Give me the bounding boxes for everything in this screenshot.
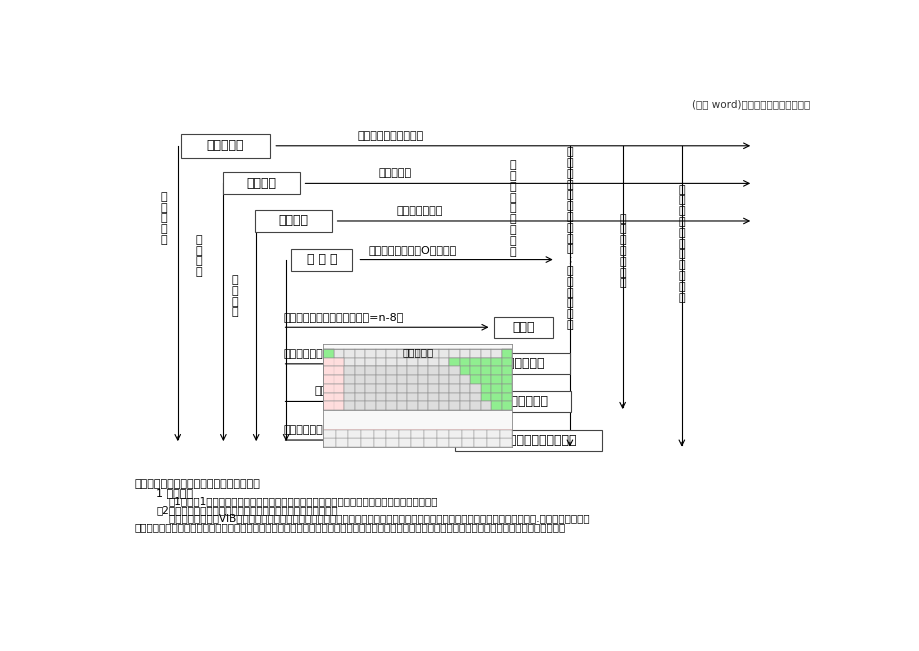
Text: 元素周期表中元素及其化合物的递变性规律: 元素周期表中元素及其化合物的递变性规律 bbox=[135, 479, 261, 489]
FancyBboxPatch shape bbox=[455, 430, 601, 450]
Text: 主族元素原子依次增大: 主族元素原子依次增大 bbox=[357, 131, 424, 141]
FancyBboxPatch shape bbox=[291, 249, 352, 271]
Text: 同周期最高正价依次升高负价=n-8（: 同周期最高正价依次升高负价=n-8（ bbox=[283, 312, 403, 322]
Text: 同周期金属性逐渐减弱非金属性增强: 同周期金属性逐渐减弱非金属性增强 bbox=[283, 349, 389, 359]
Text: 电子层数: 电子层数 bbox=[246, 177, 276, 190]
Text: （1）除第1周期外，其他周期元素（惰性气体元素除外）的原子半径随原子序数的递增而减小；: （1）除第1周期外，其他周期元素（惰性气体元素除外）的原子半径随原子序数的递增而… bbox=[168, 496, 437, 506]
Text: 原 子 半: 原 子 半 bbox=[306, 253, 336, 266]
FancyBboxPatch shape bbox=[465, 391, 571, 412]
Text: 同
主
族
逐
渐
减
弱: 同 主 族 逐 渐 减 弱 bbox=[618, 214, 625, 288]
Text: 同周期增强: 同周期增强 bbox=[314, 387, 347, 396]
Text: 同周期相同: 同周期相同 bbox=[379, 169, 412, 178]
Text: 依
次
增
多: 依 次 增 多 bbox=[196, 235, 202, 277]
Text: 同
主
族
酸
性
减
弱
碱
性
增
强: 同 主 族 酸 性 减 弱 碱 性 增 强 bbox=[678, 184, 685, 303]
Text: 管也增加了一个电子层，但半径反而减小了，这是与它们对应的前一族元素是忆至铜，原子半径也合乎规律地增加（电子层数增加），然而从铜至铪中间却经: 管也增加了一个电子层，但半径反而减小了，这是与它们对应的前一族元素是忆至铜，原子… bbox=[135, 521, 565, 532]
Text: 核电荷数: 核电荷数 bbox=[278, 214, 308, 227]
FancyBboxPatch shape bbox=[222, 173, 300, 195]
Text: 同
主
族
最
高
正
价
相
同: 同 主 族 最 高 正 价 相 同 bbox=[509, 160, 516, 256]
Text: 同周期依次增多: 同周期依次增多 bbox=[396, 206, 443, 216]
Text: 1 原子半径: 1 原子半径 bbox=[156, 488, 193, 497]
Text: (完整 word)化学元素周期表变化规律: (完整 word)化学元素周期表变化规律 bbox=[691, 99, 810, 109]
Text: 由
小
到
大: 由 小 到 大 bbox=[232, 275, 238, 318]
Text: （2）同一族的元素从上到下，随电子层数增多，原子半径增大。: （2）同一族的元素从上到下，随电子层数增多，原子半径增大。 bbox=[156, 505, 337, 515]
Text: 最外层电子: 最外层电子 bbox=[207, 139, 244, 152]
FancyBboxPatch shape bbox=[255, 210, 332, 232]
Text: 金属性非金属性: 金属性非金属性 bbox=[492, 357, 544, 370]
Text: 最高价氧化物对应水化物酸碱: 最高价氧化物对应水化物酸碱 bbox=[480, 434, 576, 447]
Text: 同
主
族
相
同: 同 主 族 相 同 bbox=[160, 192, 166, 245]
FancyBboxPatch shape bbox=[494, 317, 552, 338]
FancyBboxPatch shape bbox=[466, 353, 570, 374]
Text: 同周期依次减小（O族除外）: 同周期依次减小（O族除外） bbox=[368, 245, 456, 255]
FancyBboxPatch shape bbox=[181, 133, 270, 158]
Text: 气态氢化物稳定性: 气态氢化物稳定性 bbox=[488, 395, 548, 408]
Text: 化合价: 化合价 bbox=[512, 321, 534, 334]
Text: 同周期酸性逐渐增强碱性减弱: 同周期酸性逐渐增强碱性减弱 bbox=[283, 425, 369, 435]
Text: 同
主
族
金
属
性
逐
渐
增
强
;
非
金
属
性
逐
渐: 同 主 族 金 属 性 逐 渐 增 强 ; 非 金 属 性 逐 渐 bbox=[566, 147, 573, 330]
Text: 注意：原子半径在VIB族及此后各副族元素中出现反常现象。从钛至铪，其原子半径合乎规律地增加，这主要是增加电子层数造成的.然而从铪至铅，尽: 注意：原子半径在VIB族及此后各副族元素中出现反常现象。从钛至铪，其原子半径合乎… bbox=[156, 513, 589, 523]
